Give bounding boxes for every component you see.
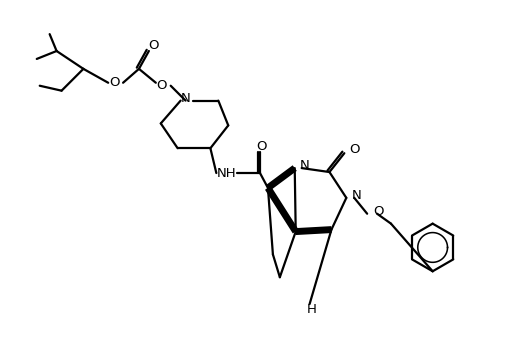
Text: O: O: [109, 76, 120, 89]
Text: O: O: [373, 205, 384, 218]
Text: H: H: [307, 303, 317, 316]
Text: NH: NH: [216, 167, 236, 179]
Text: O: O: [349, 143, 360, 156]
Text: N: N: [352, 189, 361, 202]
Text: O: O: [157, 79, 167, 92]
Text: N: N: [181, 92, 190, 105]
Text: N: N: [300, 159, 309, 172]
Text: O: O: [257, 140, 267, 153]
Text: O: O: [149, 38, 159, 52]
